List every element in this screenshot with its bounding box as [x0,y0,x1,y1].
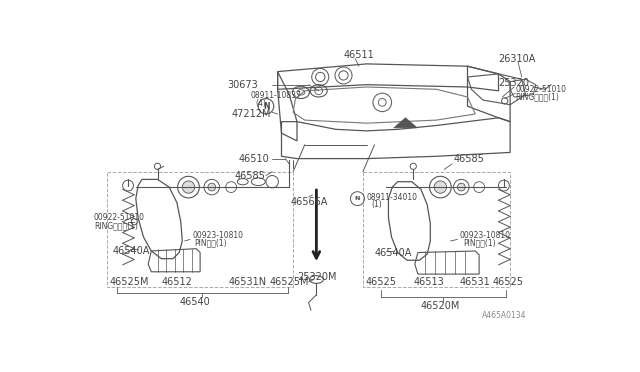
Text: 46531N: 46531N [229,277,267,287]
Text: 47212M: 47212M [231,109,271,119]
Text: 46520M: 46520M [421,301,460,311]
Text: 46510: 46510 [239,154,269,164]
Text: 46512: 46512 [161,277,192,287]
Text: 30673: 30673 [227,80,258,90]
Circle shape [208,183,216,191]
Text: 46525M: 46525M [270,277,309,287]
Text: 00923-10810: 00923-10810 [193,231,243,240]
Text: 46513: 46513 [413,277,444,287]
Text: (4): (4) [255,99,266,108]
Text: 25320: 25320 [499,78,529,88]
Text: 08911-34010: 08911-34010 [367,193,418,202]
Text: 46531: 46531 [460,277,490,287]
Text: 00923-10810: 00923-10810 [460,231,511,240]
Text: 25320M: 25320M [297,272,337,282]
Text: 46540: 46540 [179,297,210,307]
Text: 00922-51010: 00922-51010 [94,214,145,222]
Text: PINピン(1): PINピン(1) [195,239,227,248]
Text: RINGリング(1): RINGリング(1) [94,221,138,230]
Text: 00922-51010: 00922-51010 [516,85,566,94]
Text: 46540A: 46540A [113,246,150,256]
Text: 46540A: 46540A [374,247,412,257]
Circle shape [182,181,195,193]
Text: 46525M: 46525M [109,277,149,287]
Text: 46525: 46525 [492,277,524,287]
Text: N: N [355,196,360,201]
Text: 46566A: 46566A [291,198,328,208]
Text: PINピン(1): PINピン(1) [463,239,495,248]
Text: 46585: 46585 [454,154,484,164]
Circle shape [434,181,447,193]
Text: RINGリング(1): RINGリング(1) [516,93,559,102]
Text: (1): (1) [371,200,382,209]
Text: 08911-10837: 08911-10837 [250,91,301,100]
Text: 26310A: 26310A [499,54,536,64]
Polygon shape [394,118,417,128]
Text: 46585: 46585 [235,170,266,180]
Text: N: N [263,102,269,111]
Text: 46525: 46525 [365,277,396,287]
Text: 46511: 46511 [344,51,374,60]
Circle shape [458,183,465,191]
Text: A465A0134: A465A0134 [481,311,526,320]
